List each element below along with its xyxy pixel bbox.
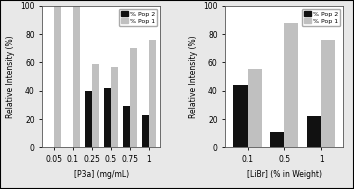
Bar [73,6,80,147]
Bar [307,116,321,147]
Bar [85,91,92,147]
Y-axis label: Relative Intensity (%): Relative Intensity (%) [6,35,15,118]
Bar [123,106,130,147]
X-axis label: [LiBr] (% in Weight): [LiBr] (% in Weight) [247,170,322,179]
Y-axis label: Relative Intensity (%): Relative Intensity (%) [189,35,198,118]
Bar [92,64,99,147]
Bar [284,23,298,147]
Bar [149,40,156,147]
Bar [142,115,149,147]
Bar [270,132,284,147]
Bar [111,67,118,147]
Bar [321,40,335,147]
Bar [104,88,111,147]
X-axis label: [P3a] (mg/mL): [P3a] (mg/mL) [74,170,129,179]
Legend: % Pop 2, % Pop 1: % Pop 2, % Pop 1 [119,9,158,26]
Bar [130,48,137,147]
Legend: % Pop 2, % Pop 1: % Pop 2, % Pop 1 [302,9,340,26]
Bar [247,70,262,147]
Bar [234,85,247,147]
Bar [54,6,61,147]
